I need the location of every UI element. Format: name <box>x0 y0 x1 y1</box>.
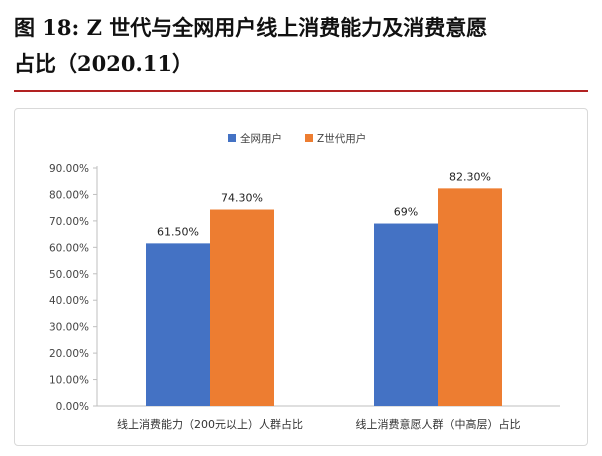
chart-frame <box>14 108 588 446</box>
y-tick-label: 50.00% <box>49 269 89 281</box>
figure-title-line1: 图 18: Z 世代与全网用户线上消费能力及消费意愿 <box>14 15 488 40</box>
y-tick-label: 30.00% <box>49 322 89 334</box>
title-divider <box>14 90 588 92</box>
bar-data-label: 69% <box>394 206 418 219</box>
legend-label: Z世代用户 <box>317 132 366 145</box>
y-tick-label: 90.00% <box>49 163 89 175</box>
bar-data-label: 74.30% <box>221 192 263 205</box>
y-tick-label: 40.00% <box>49 295 89 307</box>
bar-data-label: 61.50% <box>157 225 199 238</box>
bar <box>374 223 438 406</box>
bar <box>438 188 502 406</box>
figure-title-line2: 占比（2020.11） <box>14 51 193 76</box>
legend-swatch <box>228 134 236 142</box>
y-tick-label: 60.00% <box>49 242 89 254</box>
y-tick-label: 70.00% <box>49 216 89 228</box>
y-tick-label: 20.00% <box>49 348 89 360</box>
bar <box>210 209 274 406</box>
bar <box>146 243 210 406</box>
legend-label: 全网用户 <box>240 132 282 145</box>
x-category-label: 线上消费能力（200元以上）人群占比 <box>117 417 303 431</box>
y-tick-label: 80.00% <box>49 189 89 201</box>
y-tick-label: 0.00% <box>56 401 89 413</box>
legend-swatch <box>305 134 313 142</box>
x-category-label: 线上消费意愿人群（中高层）占比 <box>356 417 521 431</box>
figure-title: 图 18: Z 世代与全网用户线上消费能力及消费意愿 占比（2020.11） <box>14 10 594 82</box>
bar-data-label: 82.30% <box>449 170 491 183</box>
y-tick-label: 10.00% <box>49 375 89 387</box>
